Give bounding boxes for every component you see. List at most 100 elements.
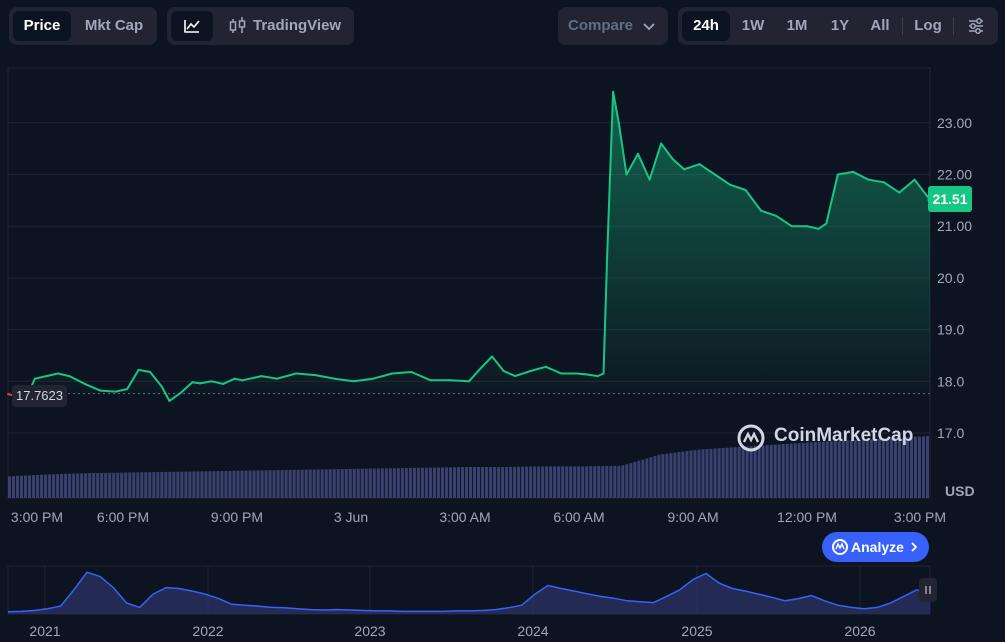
volume-bar (837, 440, 841, 498)
line-chart-button[interactable] (171, 11, 213, 41)
volume-bar (713, 448, 717, 498)
range-divider (953, 17, 954, 35)
volume-bar (164, 471, 168, 498)
volume-bar (240, 470, 244, 498)
analyze-button[interactable]: Analyze (822, 532, 929, 562)
volume-bar (356, 468, 360, 498)
coinmarketcap-logo-icon (832, 539, 848, 555)
volume-bar (849, 440, 853, 498)
x-tick-label: 12:00 PM (777, 509, 837, 525)
volume-bar (436, 467, 440, 498)
tradingview-label: TradingView (253, 17, 342, 34)
volume-bar (88, 473, 92, 498)
volume-bar (124, 472, 128, 498)
price-tab[interactable]: Price (13, 11, 71, 41)
volume-bar (825, 441, 829, 498)
volume-bar (593, 466, 597, 498)
volume-bar (396, 468, 400, 498)
range-all[interactable]: All (870, 17, 890, 34)
price-line-segment (867, 178, 885, 184)
volume-bar (493, 467, 497, 498)
volume-bar (913, 436, 917, 498)
volume-bar (873, 439, 877, 498)
mktcap-tab[interactable]: Mkt Cap (84, 17, 144, 34)
navigator-year-label: 2023 (354, 623, 385, 639)
watermark-text: CoinMarketCap (774, 425, 914, 446)
volume-bar (897, 437, 901, 498)
volume-bar (541, 466, 545, 498)
volume-bar (288, 469, 292, 498)
volume-bar (460, 467, 464, 498)
volume-bar (661, 454, 665, 498)
volume-bar (92, 473, 96, 498)
volume-bar (188, 471, 192, 498)
volume-bar (653, 456, 657, 498)
volume-bar (84, 473, 88, 498)
volume-bar (120, 472, 124, 498)
price-line-segment (352, 377, 374, 383)
range-1w[interactable]: 1W (741, 17, 765, 34)
price-line-segment (713, 173, 732, 186)
x-tick-label: 9:00 PM (211, 509, 263, 525)
price-line-segment (596, 372, 605, 378)
compare-dropdown[interactable]: Compare (558, 7, 668, 45)
volume-bar (589, 466, 593, 498)
navigator-handle[interactable] (919, 578, 937, 602)
log-scale-button[interactable]: Log (914, 17, 942, 34)
volume-bar (785, 443, 789, 498)
volume-bar (597, 466, 601, 498)
volume-bar (777, 444, 781, 498)
tradingview-button[interactable]: TradingView (219, 11, 349, 41)
volume-bar (452, 467, 456, 498)
navigator-area (8, 572, 930, 614)
volume-bar (717, 448, 721, 498)
y-tick-label: 19.0 (937, 322, 964, 338)
volume-bar (601, 466, 605, 498)
settings-button[interactable] (959, 11, 993, 41)
volume-bar (260, 470, 264, 498)
volume-bar (697, 449, 701, 498)
volume-bar (192, 471, 196, 498)
volume-bar (781, 444, 785, 498)
volume-bar (308, 469, 312, 498)
range-1m[interactable]: 1M (786, 17, 808, 34)
volume-bar (773, 444, 777, 498)
navigator-year-label: 2025 (681, 623, 712, 639)
range-1y[interactable]: 1Y (830, 17, 850, 34)
volume-bar (152, 472, 156, 498)
y-tick-label: 18.0 (937, 373, 964, 389)
volume-bar (180, 471, 184, 498)
volume-bar (312, 469, 316, 498)
price-line-segment (448, 379, 470, 383)
range-24h[interactable]: 24h (682, 11, 730, 41)
price-line-segment (260, 375, 278, 380)
volume-bar (40, 474, 44, 498)
price-line-segment (587, 373, 599, 378)
volume-bar (176, 471, 180, 498)
volume-bar (605, 466, 609, 498)
volume-bar (48, 474, 52, 498)
volume-bar (348, 468, 352, 498)
volume-bar (8, 476, 12, 498)
volume-bar (741, 446, 745, 498)
current-price-label: 21.51 (928, 186, 972, 212)
volume-bar (280, 470, 284, 498)
price-line-segment (333, 377, 355, 383)
volume-bar (561, 466, 565, 498)
volume-bar (925, 436, 929, 498)
coinmarketcap-logo-icon (737, 424, 765, 452)
volume-bar (140, 472, 144, 498)
volume-bar (581, 466, 585, 498)
price-line-segment (529, 365, 547, 372)
candlestick-icon (229, 17, 246, 33)
volume-bar (284, 469, 288, 498)
volume-bar (521, 466, 525, 498)
volume-bar (693, 450, 697, 498)
price-line-segment (698, 163, 716, 176)
volume-bar (789, 443, 793, 498)
volume-bar (168, 471, 172, 498)
volume-bar (236, 470, 240, 498)
volume-bar (424, 467, 428, 498)
volume-bar (464, 467, 468, 498)
